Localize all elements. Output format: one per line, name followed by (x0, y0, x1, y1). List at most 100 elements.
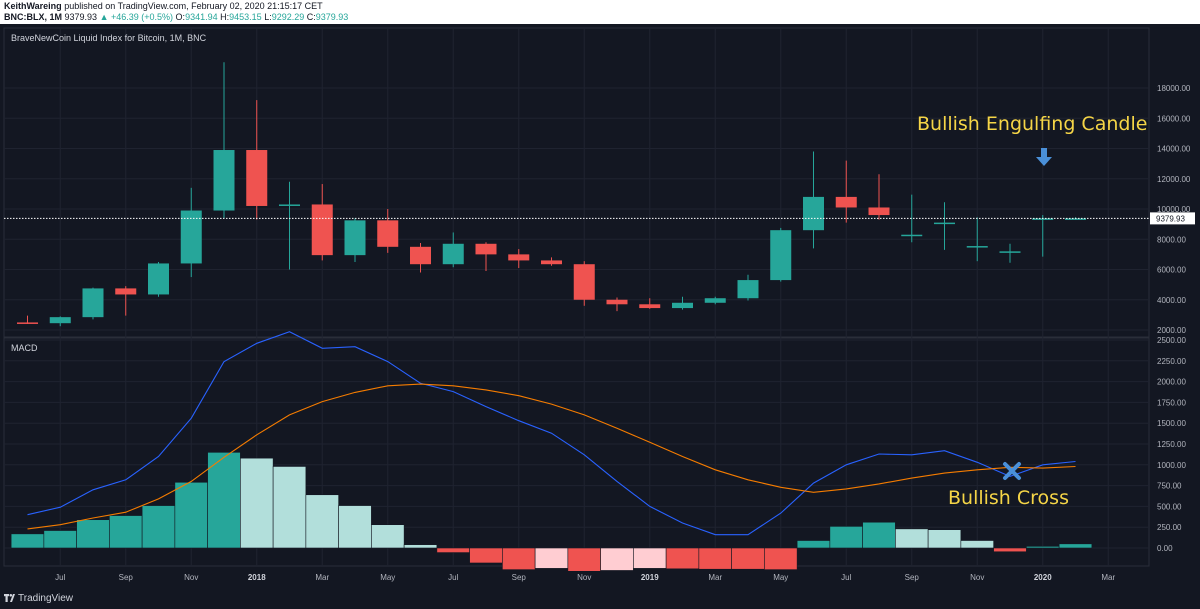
price-tick-label: 2000.00 (1157, 326, 1186, 335)
tradingview-brand[interactable]: TradingView (18, 593, 74, 604)
x-tick-label: May (380, 573, 395, 582)
price-tick-label: 8000.00 (1157, 235, 1186, 244)
candle-body (672, 302, 693, 309)
candle-body (639, 304, 661, 309)
candle-body (868, 207, 890, 216)
macd-histogram-bar (993, 547, 1027, 553)
last-price-tag (1150, 212, 1195, 225)
macd-title: MACD (11, 343, 38, 353)
macd-line (27, 331, 1076, 536)
macd-tick-label: 1250.00 (1157, 440, 1186, 449)
candle-body (1032, 218, 1054, 220)
x-tick-label: 2018 (248, 573, 266, 582)
macd-histogram-bar (43, 530, 77, 549)
close-label: C: (306, 12, 316, 22)
price-tick-label: 18000.00 (1157, 84, 1191, 93)
macd-histogram-bar (174, 481, 208, 549)
x-tick-label: 2020 (1034, 573, 1052, 582)
candle-body (541, 260, 562, 265)
candle-body (246, 150, 268, 206)
macd-tick-label: 0.00 (1157, 544, 1173, 553)
macd-histogram-bar (665, 547, 700, 570)
macd-tick-label: 1750.00 (1157, 398, 1186, 407)
macd-histogram-bar (927, 529, 962, 549)
price-tick-label: 12000.00 (1157, 175, 1191, 184)
candle-body (737, 280, 759, 299)
low-value: 9292.29 (271, 12, 305, 22)
candle-body (377, 220, 399, 247)
price-tick-label: 14000.00 (1157, 145, 1191, 154)
ohlc-line: BNC:BLX, 1M 9379.93 ▲ +46.39 (+0.5%) O:9… (4, 12, 348, 22)
macd-tick-label: 2500.00 (1157, 336, 1186, 345)
signal-line (27, 383, 1076, 530)
macd-histogram-bar (141, 505, 176, 549)
macd-tick-label: 2250.00 (1157, 357, 1186, 366)
author-name[interactable]: KeithWareing (4, 1, 62, 11)
x-tick-label: Mar (708, 573, 722, 582)
publish-line: KeithWareing published on TradingView.co… (4, 1, 323, 11)
price-tick-label: 4000.00 (1157, 296, 1186, 305)
macd-histogram-bar (272, 466, 307, 549)
last-price: 9379.93 (64, 12, 98, 22)
candle-body (49, 317, 71, 324)
x-tick-label: Nov (577, 573, 591, 582)
candle-body (835, 196, 857, 208)
candle-body (180, 210, 202, 264)
macd-tick-label: 1000.00 (1157, 461, 1186, 470)
publish-header: KeithWareing published on TradingView.co… (0, 0, 1200, 24)
annotation-bullish-engulfing: Bullish Engulfing Candle (917, 113, 1147, 135)
macd-histogram-bar (633, 547, 667, 569)
x-tick-label: Jul (55, 573, 65, 582)
macd-histogram-bar (829, 526, 863, 549)
macd-histogram-bar (1058, 543, 1093, 549)
candle-body (344, 220, 366, 256)
macd-tick-label: 500.00 (1157, 502, 1182, 511)
annotation-bullish-cross: Bullish Cross (948, 487, 1069, 509)
footer: TradingView (0, 587, 1200, 609)
x-tick-label: Sep (905, 573, 920, 582)
macd-histogram-bar (76, 519, 110, 549)
chart-title: BraveNewCoin Liquid Index for Bitcoin, 1… (11, 33, 207, 43)
candle-body (508, 254, 530, 261)
high-value: 9453.15 (229, 12, 262, 22)
macd-tick-label: 250.00 (1157, 523, 1182, 532)
x-tick-label: Nov (184, 573, 198, 582)
cross-marker-icon (1003, 462, 1021, 480)
close-value: 9379.93 (315, 12, 349, 22)
x-tick-label: Jul (841, 573, 851, 582)
macd-histogram-bar (960, 540, 994, 549)
published-text: published on TradingView.com, February 0… (64, 1, 323, 11)
low-label: L: (264, 12, 272, 22)
open-value: 9341.94 (185, 12, 218, 22)
price-tick-label: 6000.00 (1157, 266, 1186, 275)
tradingview-logo-icon (4, 594, 15, 602)
candle-body (475, 243, 497, 255)
candle-body (573, 264, 595, 300)
macd-tick-label: 750.00 (1157, 482, 1182, 491)
candle-body (966, 246, 988, 248)
x-tick-label: Mar (315, 573, 329, 582)
open-label: O: (175, 12, 186, 22)
macd-histogram-bar (305, 494, 339, 549)
macd-histogram-bar (436, 547, 470, 553)
macd-histogram-bar (10, 533, 45, 549)
x-tick-label: Nov (970, 573, 984, 582)
macd-tick-label: 1500.00 (1157, 419, 1186, 428)
macd-histogram-bar (502, 547, 536, 570)
candle-body (704, 298, 726, 303)
macd-histogram-bar (764, 547, 798, 570)
chart-canvas[interactable]: 18000.00 16000.00 14000.00 12000.00 10000.00… (0, 24, 1200, 587)
candle-body (770, 230, 792, 281)
last-price-label: 9379.93 (1156, 214, 1185, 223)
macd-histogram-bar (698, 547, 732, 570)
candle-body (999, 251, 1021, 253)
x-tick-label: May (773, 573, 788, 582)
candle-body (115, 288, 137, 295)
macd-histogram-bar (895, 528, 929, 549)
candle-body (82, 288, 104, 318)
macd-histogram-bar (338, 505, 372, 549)
price-tick-label: 10000.00 (1157, 205, 1191, 214)
x-tick-label: 2019 (641, 573, 659, 582)
candle-body (606, 299, 628, 305)
price-tick-label: 16000.00 (1157, 114, 1191, 123)
